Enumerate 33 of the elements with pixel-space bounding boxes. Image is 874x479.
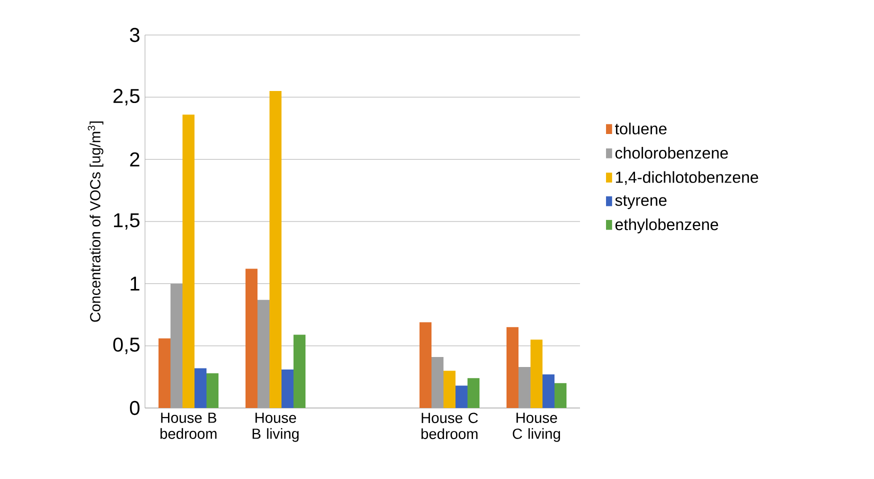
y-tick-label: 2,5 (113, 88, 140, 106)
y-tick-label: 1,5 (114, 213, 140, 230)
bar (468, 378, 480, 408)
y-tick-label: 3 (130, 28, 140, 42)
x-tick-label: House C bedroom (422, 412, 478, 440)
y-axis-title: Concentration of VOCs [ug/m$^{3}$] (88, 122, 104, 322)
bar (182, 114, 195, 408)
bar (506, 327, 519, 408)
bar (270, 90, 282, 408)
bar (420, 322, 432, 408)
bar (542, 374, 555, 408)
y-tick-label: 2 (130, 152, 140, 166)
legend-label: ethylobenzene (615, 218, 718, 234)
bar (554, 383, 566, 408)
bar (194, 368, 207, 408)
bar (282, 369, 294, 408)
x-tick-label: House C living (512, 412, 560, 442)
legend-label: styrene (615, 195, 666, 210)
x-tick-label: House B living (252, 412, 299, 442)
legend-label: toluene (615, 122, 667, 134)
bar (444, 370, 456, 408)
bar (456, 386, 468, 408)
x-tick-label: House B bedroom (160, 412, 216, 439)
bar (530, 340, 542, 408)
legend-label: cholorobenzene (615, 146, 728, 159)
y-tick-label: 0,5 (113, 338, 140, 354)
y-tick-label: 1 (130, 276, 140, 291)
bar (246, 268, 258, 408)
bar (158, 338, 171, 408)
bar (294, 334, 306, 408)
bar (206, 373, 218, 408)
y-tick-label: 0 (130, 400, 140, 416)
legend-label: 1,4-dichlotobenzene (616, 171, 758, 185)
